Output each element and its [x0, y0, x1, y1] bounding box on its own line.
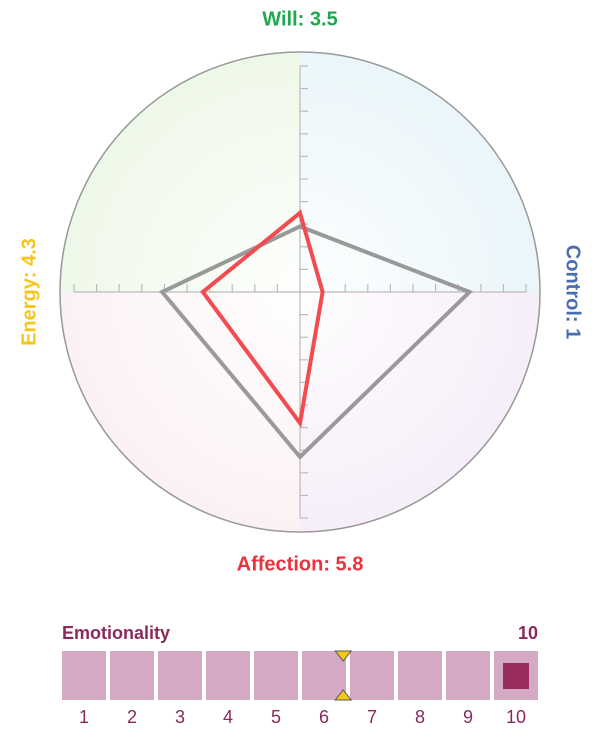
- slider-cell[interactable]: [446, 651, 490, 700]
- slider-cell[interactable]: [302, 651, 346, 700]
- reference-marker: [334, 689, 353, 701]
- slider-tick-label: 6: [319, 707, 329, 727]
- slider-tick-label: 4: [223, 707, 233, 727]
- slider-cell[interactable]: [350, 651, 394, 700]
- slider-tick-label: 3: [175, 707, 185, 727]
- slider-mark: [503, 663, 529, 689]
- reference-marker: [334, 650, 353, 662]
- slider-tick-label: 9: [463, 707, 473, 727]
- slider-tick-label: 8: [415, 707, 425, 727]
- slider-tick-label: 1: [79, 707, 89, 727]
- radar-polygon: [158, 224, 474, 460]
- axis-label: Affection: 5.8: [237, 553, 364, 575]
- slider-title: Emotionality: [62, 623, 170, 643]
- radar-polygon: [200, 209, 325, 429]
- slider-tick-label: 7: [367, 707, 377, 727]
- slider-cell[interactable]: [110, 651, 154, 700]
- slider-tick-label: 5: [271, 707, 281, 727]
- slider-cell[interactable]: [398, 651, 442, 700]
- axis-label: Control: 1: [562, 245, 584, 339]
- slider-value: 10: [518, 623, 538, 643]
- slider-cell[interactable]: [254, 651, 298, 700]
- slider-cell[interactable]: [158, 651, 202, 700]
- slider-tick-label: 10: [506, 707, 526, 727]
- slider-cell[interactable]: [206, 651, 250, 700]
- axis-label: Will: 3.5: [262, 8, 337, 30]
- slider-tick-label: 2: [127, 707, 137, 727]
- axis-label: Energy: 4.3: [18, 238, 40, 346]
- slider-cell[interactable]: [62, 651, 106, 700]
